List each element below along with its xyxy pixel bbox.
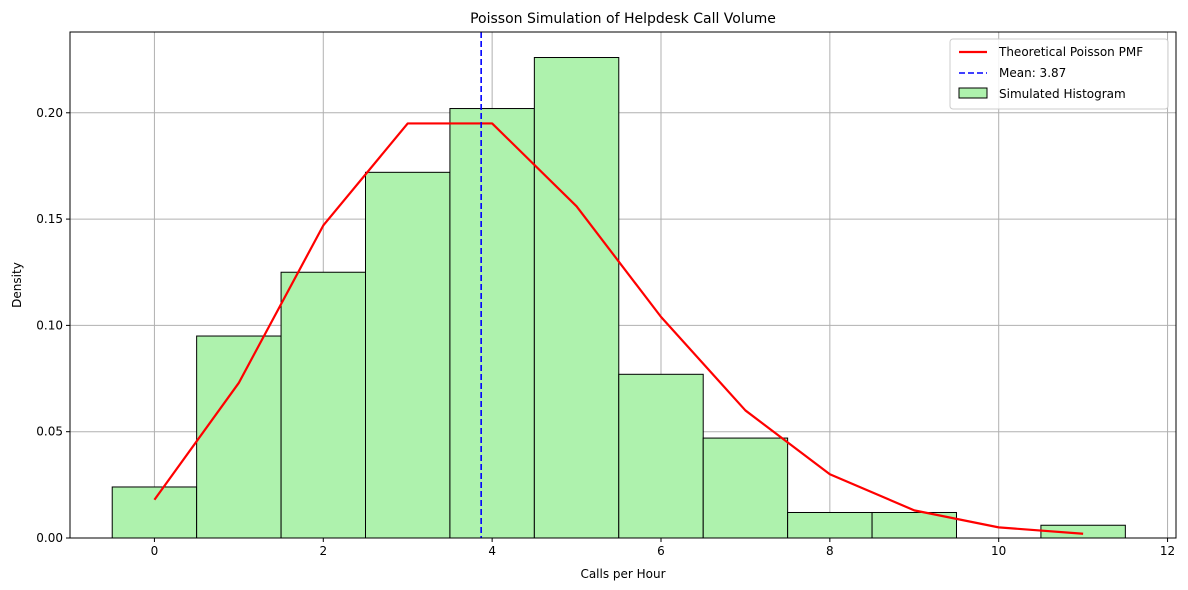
y-tick-label: 0.15: [36, 212, 63, 226]
histogram-bar: [364, 171, 451, 539]
x-tick-label: 4: [488, 544, 496, 558]
axes-frame: [69, 31, 1177, 539]
histogram-bar: [618, 373, 704, 539]
x-axis-label: Calls per Hour: [580, 567, 665, 581]
y-tick-label: 0.20: [36, 106, 63, 120]
chart-title: Poisson Simulation of Helpdesk Call Volu…: [470, 11, 776, 27]
y-tick-label: 0.10: [36, 318, 63, 332]
histogram-bar: [787, 511, 873, 539]
x-tick-label: 12: [1160, 544, 1175, 558]
histogram-bar: [449, 108, 535, 539]
histogram-bar: [533, 57, 620, 539]
legend-box: [949, 38, 1169, 110]
axis-ticks: 0 2 4 6 8 10 12 0.00 0.05 0.10 0.15 0.20: [36, 106, 1175, 558]
legend-hist-swatch: [958, 87, 988, 99]
pmf-line: [153, 122, 1084, 535]
legend-pmf-label: Theoretical Poisson PMF: [998, 45, 1143, 59]
legend-hist-label: Simulated Histogram: [999, 87, 1126, 101]
x-tick-label: 0: [151, 544, 159, 558]
x-tick-label: 8: [826, 544, 834, 558]
legend-mean-label: Mean: 3.87: [999, 66, 1066, 80]
y-tick-label: 0.05: [36, 425, 63, 439]
histogram-bar: [702, 437, 789, 539]
histogram-bar: [196, 335, 282, 539]
y-axis-label: Density: [10, 262, 24, 308]
x-tick-label: 6: [657, 544, 665, 558]
x-tick-label: 10: [991, 544, 1006, 558]
histogram-bar: [111, 486, 198, 539]
x-tick-label: 2: [319, 544, 327, 558]
series-lines: [153, 32, 1084, 538]
histogram-bar: [280, 271, 366, 539]
legend: Theoretical Poisson PMF Mean: 3.87 Simulat…: [949, 38, 1169, 110]
y-tick-label: 0.00: [36, 531, 63, 545]
histogram-bars: [111, 57, 1126, 539]
